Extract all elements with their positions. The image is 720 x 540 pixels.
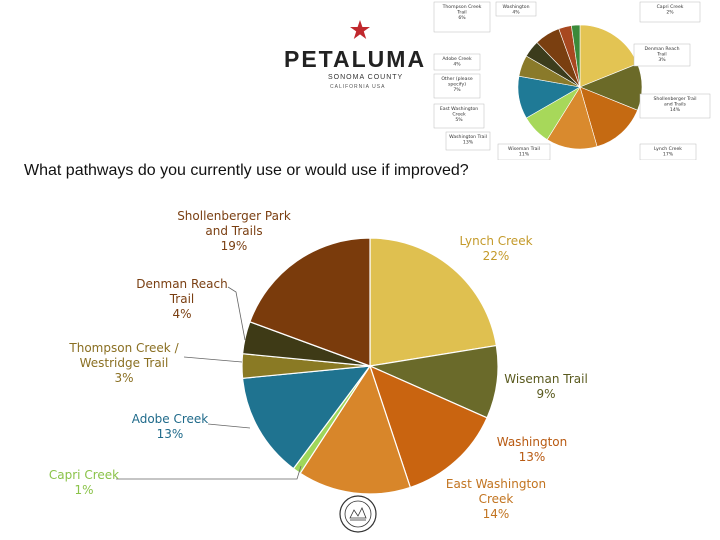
pie-slice-lynch-creek bbox=[369, 237, 498, 367]
slice-label: Shollenberger Park and Trails 19% bbox=[177, 209, 291, 253]
pie-slice-adobe-creek bbox=[241, 365, 372, 470]
thumb-label: Other (please specify) 7% bbox=[433, 73, 481, 99]
leader-line bbox=[227, 286, 246, 341]
slice-label: Capri Creek 1% bbox=[49, 468, 119, 497]
logo-wordmark: PETALUMA bbox=[284, 46, 427, 72]
logo-tagline: CALIFORNIA USA bbox=[330, 84, 386, 90]
thumb-label: Washington 4% bbox=[495, 1, 537, 17]
thumb-label: Washington Trail 13% bbox=[445, 131, 491, 151]
slice-label: Adobe Creek 13% bbox=[132, 412, 209, 441]
logo-subtitle: SONOMA COUNTY bbox=[328, 74, 404, 81]
thumb-label: Capri Creek 2% bbox=[639, 1, 701, 23]
leader-line bbox=[183, 356, 243, 363]
slice-label: Denman Reach Trail 4% bbox=[136, 277, 227, 321]
thumb-label: Denman Reach Trail 3% bbox=[633, 43, 691, 67]
question-title: What pathways do you currently use or wo… bbox=[24, 162, 469, 179]
thumb-label: East Washington Creek 5% bbox=[433, 103, 485, 129]
thumb-label: Shollenberger Trail and Trails 14% bbox=[639, 93, 711, 119]
slice-label: East Washington Creek 14% bbox=[446, 477, 546, 521]
star-icon bbox=[350, 20, 370, 39]
thumb-label: Lynch Creek 17% bbox=[639, 143, 697, 160]
leader-line bbox=[207, 423, 251, 429]
thumb-label: Wiseman Trail 11% bbox=[497, 143, 551, 160]
slice-label: Wiseman Trail 9% bbox=[504, 372, 588, 401]
thumbnail-pie-chart: Thompson Creek Trail 6% Washington 4% Capri C… bbox=[433, 1, 711, 160]
petaluma-logo: PETALUMA SONOMA COUNTY CALIFORNIA USA bbox=[280, 20, 430, 90]
slice-label: Washington 13% bbox=[497, 435, 568, 464]
slice-label: Lynch Creek 22% bbox=[459, 234, 532, 263]
pie-slice-washington bbox=[369, 364, 488, 489]
thumb-label: Thompson Creek Trail 6% bbox=[433, 1, 491, 33]
slice-label: Thompson Creek / Westridge Trail 3% bbox=[68, 341, 179, 385]
thumb-pie-slice bbox=[571, 24, 581, 88]
city-seal-icon bbox=[339, 495, 377, 533]
leader-line bbox=[116, 465, 302, 480]
pie-slice-east-washington-creek bbox=[299, 364, 412, 495]
thumb-pie-slice bbox=[579, 86, 638, 147]
pie-slice-shollenberger-park-and-trails bbox=[249, 237, 371, 367]
thumb-label: Adobe Creek 4% bbox=[433, 53, 481, 71]
